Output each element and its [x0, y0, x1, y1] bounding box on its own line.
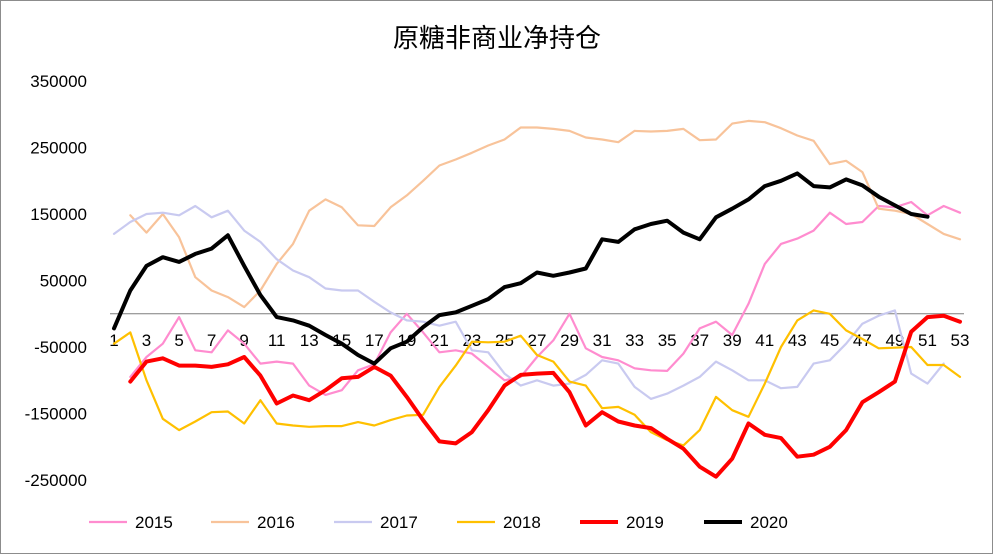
legend: 2015 2016 2017 2018 2019 2020	[89, 513, 788, 532]
x-tick-label: 25	[495, 331, 514, 350]
legend-label-2020: 2020	[750, 513, 788, 532]
series-layer	[112, 119, 962, 479]
x-tick-label: 17	[365, 331, 384, 350]
y-tick-label: 50000	[40, 272, 87, 291]
x-tick-label: 5	[174, 331, 183, 350]
y-tick-label: -150000	[25, 405, 87, 424]
legend-label-2017: 2017	[380, 513, 418, 532]
series-line-2017	[112, 204, 945, 400]
chart-title: 原糖非商业净持仓	[393, 24, 601, 54]
series-line-2019	[128, 313, 962, 479]
x-tick-label: 21	[430, 331, 449, 350]
x-axis: 1 3 5 7 9 11 13 15 17 19 21 23 25 27 29 31 33 35 37 39 41 43 4…	[109, 313, 970, 350]
x-tick-label: 23	[462, 331, 481, 350]
x-tick-label: 3	[142, 331, 151, 350]
y-tick-label: 250000	[30, 139, 87, 158]
x-tick-label: 1	[109, 331, 118, 350]
legend-label-2015: 2015	[135, 513, 173, 532]
x-tick-label: 35	[658, 331, 677, 350]
y-tick-label: 150000	[30, 205, 87, 224]
x-tick-label: 43	[788, 331, 807, 350]
x-tick-label: 27	[528, 331, 547, 350]
x-tick-label: 45	[820, 331, 839, 350]
x-tick-label: 7	[207, 331, 216, 350]
x-tick-label: 47	[853, 331, 872, 350]
x-tick-label: 41	[755, 331, 774, 350]
x-tick-label: 49	[885, 331, 904, 350]
x-tick-label: 33	[625, 331, 644, 350]
x-tick-label: 53	[951, 331, 970, 350]
x-tick-label: 9	[239, 331, 248, 350]
x-tick-label: 51	[918, 331, 937, 350]
y-tick-label: 350000	[30, 72, 87, 91]
x-tick-label: 11	[268, 331, 286, 350]
y-axis: 350000 250000 150000 50000 -50000 -150000 -250…	[25, 72, 87, 490]
x-tick-label: 39	[723, 331, 742, 350]
y-tick-label: -250000	[25, 471, 87, 490]
series-line-2015	[129, 200, 962, 396]
series-line-2018	[112, 309, 962, 447]
y-tick-label: -50000	[34, 338, 87, 357]
series-line-2016	[129, 119, 962, 309]
legend-label-2018: 2018	[503, 513, 541, 532]
series-line-2020	[112, 171, 930, 366]
legend-label-2019: 2019	[626, 513, 664, 532]
x-tick-label: 13	[300, 331, 319, 350]
x-tick-label: 31	[593, 331, 612, 350]
legend-label-2016: 2016	[257, 513, 295, 532]
x-tick-label: 29	[560, 331, 579, 350]
